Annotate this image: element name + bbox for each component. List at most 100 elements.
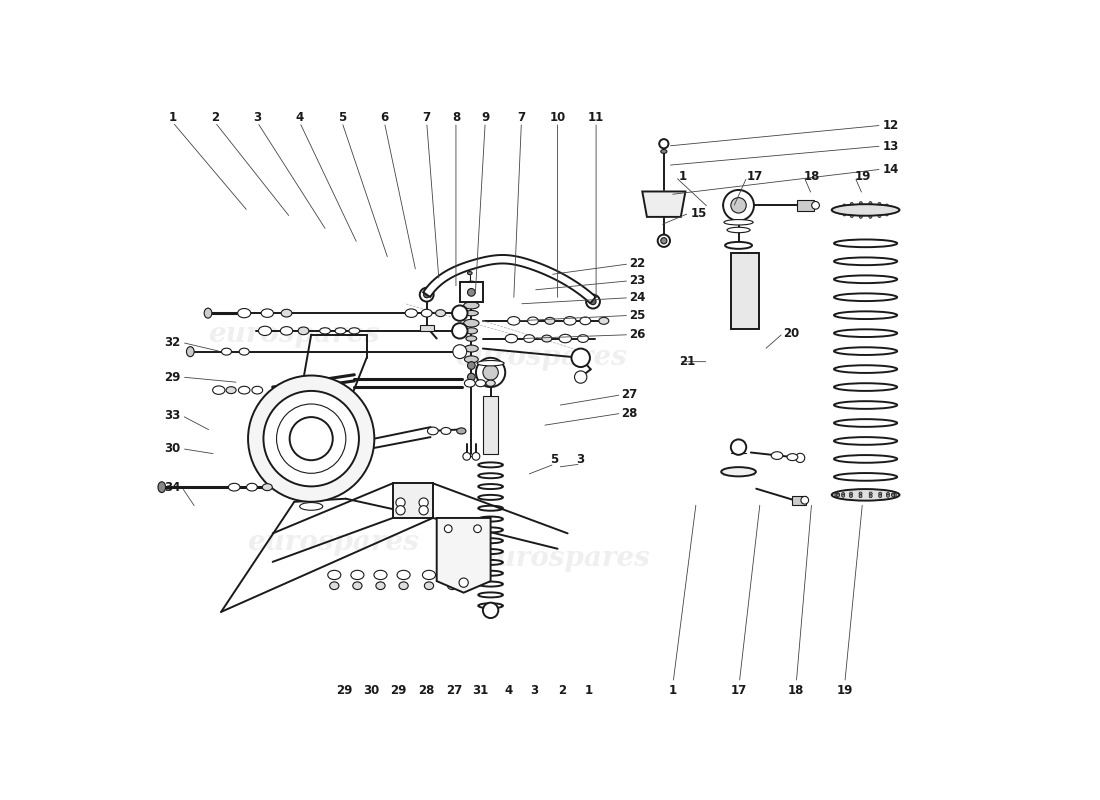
Text: 19: 19 — [855, 170, 871, 183]
Ellipse shape — [320, 328, 330, 334]
Text: 29: 29 — [337, 684, 352, 697]
Circle shape — [838, 210, 842, 214]
Text: 20: 20 — [783, 326, 799, 340]
Ellipse shape — [405, 309, 418, 318]
Circle shape — [837, 493, 839, 496]
Circle shape — [396, 506, 405, 515]
Circle shape — [483, 602, 498, 618]
Text: 24: 24 — [629, 291, 645, 304]
Ellipse shape — [725, 242, 752, 249]
Ellipse shape — [261, 309, 274, 318]
Circle shape — [869, 202, 872, 205]
Ellipse shape — [229, 483, 240, 491]
Ellipse shape — [786, 454, 798, 461]
Ellipse shape — [722, 467, 756, 476]
Text: 3: 3 — [530, 684, 539, 697]
Circle shape — [887, 493, 890, 495]
Circle shape — [466, 287, 476, 298]
Ellipse shape — [564, 317, 576, 325]
Ellipse shape — [724, 219, 754, 225]
Text: 25: 25 — [629, 309, 645, 322]
Text: 2: 2 — [558, 684, 566, 697]
Ellipse shape — [422, 570, 436, 579]
Circle shape — [452, 323, 468, 338]
Circle shape — [574, 371, 587, 383]
Circle shape — [869, 215, 872, 218]
Ellipse shape — [212, 386, 226, 394]
Ellipse shape — [280, 326, 293, 335]
Circle shape — [472, 453, 480, 460]
Circle shape — [419, 498, 428, 507]
Circle shape — [843, 213, 846, 216]
Text: 34: 34 — [164, 481, 180, 494]
Ellipse shape — [205, 308, 212, 318]
Circle shape — [276, 404, 345, 474]
Bar — [798, 200, 814, 210]
Text: 15: 15 — [691, 206, 706, 219]
Circle shape — [444, 525, 452, 533]
Circle shape — [289, 417, 333, 460]
Ellipse shape — [542, 335, 552, 342]
Text: 3: 3 — [576, 453, 585, 466]
Text: 30: 30 — [165, 442, 180, 455]
Circle shape — [859, 202, 862, 205]
Bar — [483, 396, 498, 454]
Ellipse shape — [349, 328, 360, 334]
Ellipse shape — [298, 327, 309, 334]
Circle shape — [842, 493, 845, 495]
Ellipse shape — [252, 386, 263, 394]
Ellipse shape — [425, 582, 433, 590]
Circle shape — [886, 204, 889, 207]
Circle shape — [424, 291, 430, 298]
Text: 8: 8 — [452, 111, 460, 124]
Ellipse shape — [246, 483, 257, 491]
Circle shape — [891, 493, 894, 496]
Text: eurospares: eurospares — [208, 321, 381, 348]
Text: 5: 5 — [338, 111, 346, 124]
Text: 27: 27 — [447, 684, 462, 697]
Ellipse shape — [466, 336, 476, 342]
Circle shape — [859, 215, 862, 218]
Ellipse shape — [464, 302, 478, 309]
Circle shape — [849, 492, 852, 495]
Circle shape — [474, 525, 482, 533]
Text: 26: 26 — [629, 328, 645, 341]
Ellipse shape — [486, 380, 495, 386]
Circle shape — [859, 492, 862, 495]
Text: 28: 28 — [418, 684, 434, 697]
Ellipse shape — [330, 582, 339, 590]
Circle shape — [659, 139, 669, 148]
Circle shape — [879, 492, 882, 495]
Circle shape — [461, 282, 482, 303]
Circle shape — [886, 213, 889, 216]
Ellipse shape — [661, 150, 667, 154]
Circle shape — [730, 198, 746, 213]
Text: 33: 33 — [165, 409, 180, 422]
Polygon shape — [437, 518, 491, 593]
Ellipse shape — [477, 361, 504, 366]
Text: 22: 22 — [629, 258, 645, 270]
Circle shape — [843, 204, 846, 207]
Ellipse shape — [464, 356, 478, 363]
Ellipse shape — [505, 334, 518, 342]
Ellipse shape — [559, 334, 572, 342]
Text: 29: 29 — [164, 370, 180, 383]
Text: 12: 12 — [883, 118, 899, 132]
Text: 5: 5 — [550, 453, 559, 466]
Text: 17: 17 — [747, 170, 762, 183]
Polygon shape — [424, 255, 596, 303]
Ellipse shape — [158, 482, 166, 493]
Ellipse shape — [475, 380, 485, 386]
Circle shape — [264, 391, 359, 486]
Text: eurospares: eurospares — [246, 529, 419, 556]
Ellipse shape — [262, 484, 273, 490]
Circle shape — [850, 202, 854, 206]
Text: 14: 14 — [883, 162, 899, 176]
Circle shape — [420, 288, 433, 302]
Ellipse shape — [468, 271, 472, 274]
Ellipse shape — [428, 427, 438, 435]
Circle shape — [850, 214, 854, 218]
Ellipse shape — [336, 328, 345, 334]
Circle shape — [837, 494, 839, 497]
Ellipse shape — [456, 428, 466, 434]
